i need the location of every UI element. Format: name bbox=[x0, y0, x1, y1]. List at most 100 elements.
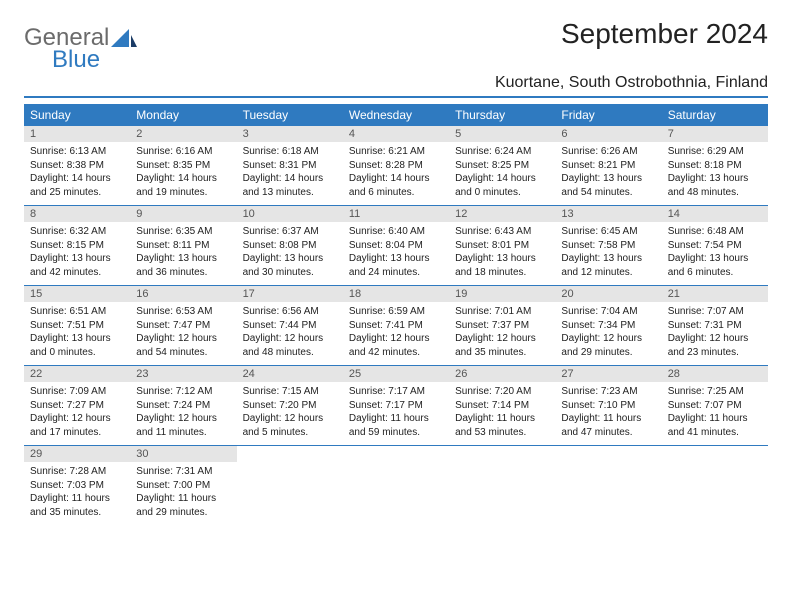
day-header-tuesday: Tuesday bbox=[237, 104, 343, 126]
day-number: 10 bbox=[237, 206, 343, 222]
day-body: Sunrise: 6:16 AMSunset: 8:35 PMDaylight:… bbox=[130, 142, 236, 205]
day-number: 13 bbox=[555, 206, 661, 222]
day-cell-13: 13Sunrise: 6:45 AMSunset: 7:58 PMDayligh… bbox=[555, 206, 661, 286]
day-number: 2 bbox=[130, 126, 236, 142]
day-number: 29 bbox=[24, 446, 130, 462]
day-number: 28 bbox=[662, 366, 768, 382]
day-number: 5 bbox=[449, 126, 555, 142]
day-cell-2: 2Sunrise: 6:16 AMSunset: 8:35 PMDaylight… bbox=[130, 126, 236, 206]
day-body: Sunrise: 7:07 AMSunset: 7:31 PMDaylight:… bbox=[662, 302, 768, 365]
day-number: 14 bbox=[662, 206, 768, 222]
day-cell-empty bbox=[449, 446, 555, 526]
day-body: Sunrise: 6:40 AMSunset: 8:04 PMDaylight:… bbox=[343, 222, 449, 285]
day-cell-28: 28Sunrise: 7:25 AMSunset: 7:07 PMDayligh… bbox=[662, 366, 768, 446]
day-cell-17: 17Sunrise: 6:56 AMSunset: 7:44 PMDayligh… bbox=[237, 286, 343, 366]
day-cell-22: 22Sunrise: 7:09 AMSunset: 7:27 PMDayligh… bbox=[24, 366, 130, 446]
day-cell-30: 30Sunrise: 7:31 AMSunset: 7:00 PMDayligh… bbox=[130, 446, 236, 526]
day-cell-empty bbox=[343, 446, 449, 526]
day-body: Sunrise: 6:26 AMSunset: 8:21 PMDaylight:… bbox=[555, 142, 661, 205]
day-body: Sunrise: 7:31 AMSunset: 7:00 PMDaylight:… bbox=[130, 462, 236, 525]
day-cell-7: 7Sunrise: 6:29 AMSunset: 8:18 PMDaylight… bbox=[662, 126, 768, 206]
day-number: 21 bbox=[662, 286, 768, 302]
day-body: Sunrise: 6:53 AMSunset: 7:47 PMDaylight:… bbox=[130, 302, 236, 365]
day-cell-8: 8Sunrise: 6:32 AMSunset: 8:15 PMDaylight… bbox=[24, 206, 130, 286]
day-body: Sunrise: 6:18 AMSunset: 8:31 PMDaylight:… bbox=[237, 142, 343, 205]
day-cell-24: 24Sunrise: 7:15 AMSunset: 7:20 PMDayligh… bbox=[237, 366, 343, 446]
location-line: Kuortane, South Ostrobothnia, Finland bbox=[24, 74, 768, 98]
day-number: 1 bbox=[24, 126, 130, 142]
day-number: 3 bbox=[237, 126, 343, 142]
day-number: 20 bbox=[555, 286, 661, 302]
day-number: 25 bbox=[343, 366, 449, 382]
day-number: 6 bbox=[555, 126, 661, 142]
day-number: 19 bbox=[449, 286, 555, 302]
day-cell-25: 25Sunrise: 7:17 AMSunset: 7:17 PMDayligh… bbox=[343, 366, 449, 446]
day-cell-21: 21Sunrise: 7:07 AMSunset: 7:31 PMDayligh… bbox=[662, 286, 768, 366]
day-number: 9 bbox=[130, 206, 236, 222]
day-body: Sunrise: 7:20 AMSunset: 7:14 PMDaylight:… bbox=[449, 382, 555, 445]
day-number: 7 bbox=[662, 126, 768, 142]
month-title: September 2024 bbox=[561, 18, 768, 50]
day-cell-18: 18Sunrise: 6:59 AMSunset: 7:41 PMDayligh… bbox=[343, 286, 449, 366]
day-header-sunday: Sunday bbox=[24, 104, 130, 126]
day-header-thursday: Thursday bbox=[449, 104, 555, 126]
day-header-friday: Friday bbox=[555, 104, 661, 126]
day-body: Sunrise: 6:24 AMSunset: 8:25 PMDaylight:… bbox=[449, 142, 555, 205]
day-number: 27 bbox=[555, 366, 661, 382]
day-cell-4: 4Sunrise: 6:21 AMSunset: 8:28 PMDaylight… bbox=[343, 126, 449, 206]
day-body: Sunrise: 6:48 AMSunset: 7:54 PMDaylight:… bbox=[662, 222, 768, 285]
calendar-table: SundayMondayTuesdayWednesdayThursdayFrid… bbox=[24, 104, 768, 525]
day-header-monday: Monday bbox=[130, 104, 236, 126]
day-number: 18 bbox=[343, 286, 449, 302]
day-number: 23 bbox=[130, 366, 236, 382]
day-body: Sunrise: 6:21 AMSunset: 8:28 PMDaylight:… bbox=[343, 142, 449, 205]
day-cell-10: 10Sunrise: 6:37 AMSunset: 8:08 PMDayligh… bbox=[237, 206, 343, 286]
day-body: Sunrise: 7:17 AMSunset: 7:17 PMDaylight:… bbox=[343, 382, 449, 445]
day-number: 16 bbox=[130, 286, 236, 302]
day-cell-5: 5Sunrise: 6:24 AMSunset: 8:25 PMDaylight… bbox=[449, 126, 555, 206]
brand-word2: Blue bbox=[24, 48, 109, 72]
day-number: 24 bbox=[237, 366, 343, 382]
day-body: Sunrise: 6:45 AMSunset: 7:58 PMDaylight:… bbox=[555, 222, 661, 285]
day-cell-15: 15Sunrise: 6:51 AMSunset: 7:51 PMDayligh… bbox=[24, 286, 130, 366]
day-body: Sunrise: 7:15 AMSunset: 7:20 PMDaylight:… bbox=[237, 382, 343, 445]
day-cell-3: 3Sunrise: 6:18 AMSunset: 8:31 PMDaylight… bbox=[237, 126, 343, 206]
day-cell-empty bbox=[555, 446, 661, 526]
day-body: Sunrise: 7:25 AMSunset: 7:07 PMDaylight:… bbox=[662, 382, 768, 445]
day-number: 30 bbox=[130, 446, 236, 462]
day-cell-20: 20Sunrise: 7:04 AMSunset: 7:34 PMDayligh… bbox=[555, 286, 661, 366]
day-cell-1: 1Sunrise: 6:13 AMSunset: 8:38 PMDaylight… bbox=[24, 126, 130, 206]
day-header-saturday: Saturday bbox=[662, 104, 768, 126]
day-body: Sunrise: 6:35 AMSunset: 8:11 PMDaylight:… bbox=[130, 222, 236, 285]
calendar-page: General Blue September 2024 Kuortane, So… bbox=[0, 0, 792, 543]
day-cell-16: 16Sunrise: 6:53 AMSunset: 7:47 PMDayligh… bbox=[130, 286, 236, 366]
day-number: 12 bbox=[449, 206, 555, 222]
day-cell-19: 19Sunrise: 7:01 AMSunset: 7:37 PMDayligh… bbox=[449, 286, 555, 366]
sail-icon bbox=[111, 29, 137, 47]
day-header-wednesday: Wednesday bbox=[343, 104, 449, 126]
day-number: 26 bbox=[449, 366, 555, 382]
day-body: Sunrise: 7:12 AMSunset: 7:24 PMDaylight:… bbox=[130, 382, 236, 445]
day-body: Sunrise: 7:09 AMSunset: 7:27 PMDaylight:… bbox=[24, 382, 130, 445]
day-number: 11 bbox=[343, 206, 449, 222]
day-cell-27: 27Sunrise: 7:23 AMSunset: 7:10 PMDayligh… bbox=[555, 366, 661, 446]
day-body: Sunrise: 7:01 AMSunset: 7:37 PMDaylight:… bbox=[449, 302, 555, 365]
title-block: September 2024 bbox=[561, 18, 768, 52]
day-number: 4 bbox=[343, 126, 449, 142]
day-number: 8 bbox=[24, 206, 130, 222]
day-body: Sunrise: 6:37 AMSunset: 8:08 PMDaylight:… bbox=[237, 222, 343, 285]
day-body: Sunrise: 6:59 AMSunset: 7:41 PMDaylight:… bbox=[343, 302, 449, 365]
day-cell-26: 26Sunrise: 7:20 AMSunset: 7:14 PMDayligh… bbox=[449, 366, 555, 446]
day-body: Sunrise: 6:43 AMSunset: 8:01 PMDaylight:… bbox=[449, 222, 555, 285]
day-body: Sunrise: 6:51 AMSunset: 7:51 PMDaylight:… bbox=[24, 302, 130, 365]
day-cell-23: 23Sunrise: 7:12 AMSunset: 7:24 PMDayligh… bbox=[130, 366, 236, 446]
day-cell-6: 6Sunrise: 6:26 AMSunset: 8:21 PMDaylight… bbox=[555, 126, 661, 206]
header: General Blue September 2024 bbox=[24, 18, 768, 72]
day-body: Sunrise: 6:32 AMSunset: 8:15 PMDaylight:… bbox=[24, 222, 130, 285]
day-cell-29: 29Sunrise: 7:28 AMSunset: 7:03 PMDayligh… bbox=[24, 446, 130, 526]
day-number: 15 bbox=[24, 286, 130, 302]
day-number: 22 bbox=[24, 366, 130, 382]
day-body: Sunrise: 6:29 AMSunset: 8:18 PMDaylight:… bbox=[662, 142, 768, 205]
day-body: Sunrise: 6:56 AMSunset: 7:44 PMDaylight:… bbox=[237, 302, 343, 365]
day-body: Sunrise: 7:23 AMSunset: 7:10 PMDaylight:… bbox=[555, 382, 661, 445]
